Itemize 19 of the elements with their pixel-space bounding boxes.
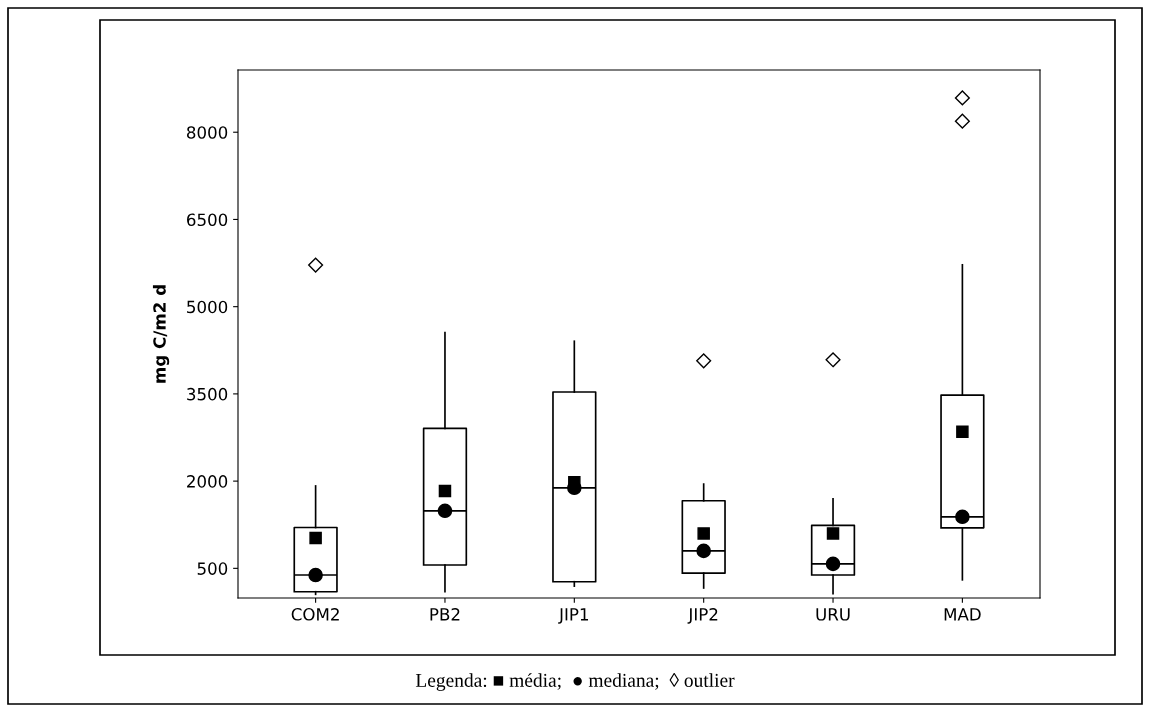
- x-tick-label: URU: [816, 608, 850, 621]
- x-tick-label: MAD: [944, 608, 981, 621]
- y-tick-label: 6500: [187, 213, 228, 227]
- y-tick-label: 3500: [187, 387, 228, 401]
- y-tick-label: 8000: [186, 126, 228, 139]
- point: [308, 567, 323, 583]
- point: [825, 556, 841, 572]
- y-tick-label: 500: [197, 562, 228, 575]
- y-tick-label: 2000: [187, 475, 228, 488]
- point: [437, 503, 453, 519]
- x-tick-label: COM2: [291, 608, 339, 621]
- point: [955, 509, 970, 525]
- x-tick-label: JIP1: [558, 608, 589, 624]
- y-axis-title: mg C/m2 d: [152, 285, 170, 383]
- x-tick-label: JIP2: [687, 608, 718, 624]
- point: [696, 543, 711, 559]
- x-tick-label: PB2: [430, 608, 460, 621]
- text: Legenda: ■ média; ● mediana; ◊ outlier: [415, 673, 735, 691]
- y-tick-label: 5000: [187, 300, 228, 314]
